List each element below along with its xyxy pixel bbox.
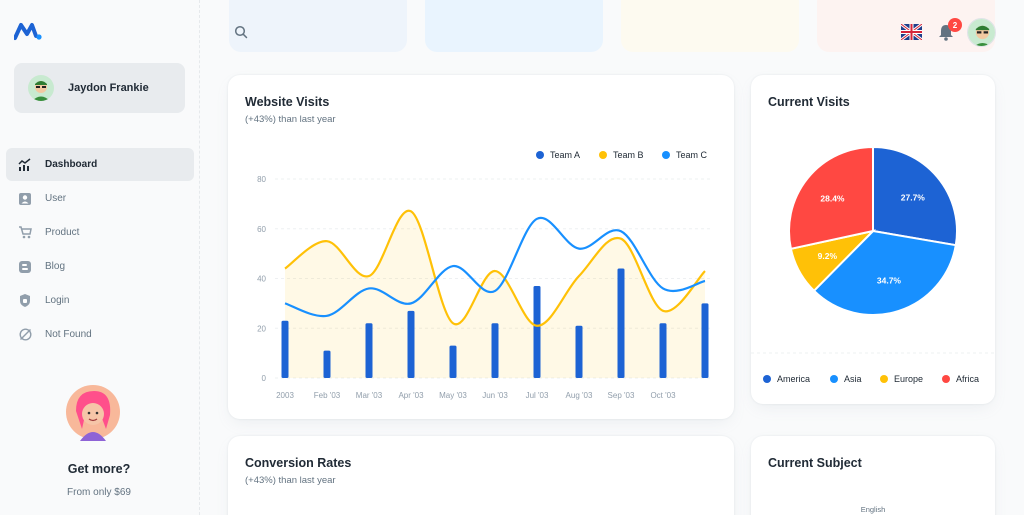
legend-dot bbox=[942, 375, 950, 383]
uk-flag-icon[interactable] bbox=[900, 22, 923, 42]
x-tick-label: May '03 bbox=[439, 391, 467, 400]
x-tick-label: Aug '03 bbox=[566, 391, 593, 400]
bar-team-a bbox=[449, 345, 457, 378]
website-visits-chart: 0 20 40 60 80 2003 Feb '03 Mar '03 Apr '03 May '0… bbox=[257, 150, 711, 400]
x-tick-label: Feb '03 bbox=[314, 391, 341, 400]
sidebar-item-label: Not Found bbox=[45, 329, 92, 340]
sidebar-item-blog[interactable]: Blog bbox=[6, 250, 194, 283]
legend-dot bbox=[880, 375, 888, 383]
legend-label: Team A bbox=[550, 150, 580, 160]
promo-subtitle: From only $69 bbox=[67, 487, 131, 498]
bar-team-a bbox=[365, 323, 373, 378]
radar-axis-label: English bbox=[860, 505, 886, 514]
pie-slice bbox=[872, 145, 958, 247]
x-tick-label: 2003 bbox=[276, 391, 294, 400]
sidebar-item-label: Login bbox=[45, 295, 70, 306]
chart-icon bbox=[18, 158, 32, 172]
x-tick-label: Apr '03 bbox=[398, 391, 424, 400]
sidebar-item-user[interactable]: User bbox=[6, 182, 194, 215]
card-title: Website Visits bbox=[245, 95, 330, 109]
series-line-team-b bbox=[284, 209, 706, 327]
pie-data-label: 27.7% bbox=[901, 192, 926, 202]
notification-badge: 2 bbox=[948, 18, 962, 32]
legend-label: America bbox=[777, 374, 810, 384]
promo-illustration bbox=[64, 383, 122, 441]
search-icon[interactable] bbox=[234, 25, 248, 39]
pie-slice bbox=[788, 145, 874, 250]
sidebar-item-dashboard[interactable]: Dashboard bbox=[6, 148, 194, 181]
y-tick-label: 60 bbox=[257, 225, 266, 234]
card-title: Conversion Rates bbox=[245, 456, 352, 470]
legend-label: Asia bbox=[844, 374, 862, 384]
bar-team-a bbox=[323, 350, 331, 378]
card-title: Current Visits bbox=[768, 95, 850, 109]
bar-team-a bbox=[701, 303, 709, 378]
pie-data-label: 34.7% bbox=[877, 276, 902, 286]
blog-icon bbox=[18, 260, 32, 274]
sidebar-item-label: User bbox=[45, 193, 67, 204]
pie-data-label: 28.4% bbox=[820, 193, 845, 203]
bar-team-a bbox=[533, 285, 541, 378]
legend-label: Team C bbox=[676, 150, 708, 160]
avatar[interactable] bbox=[967, 18, 996, 47]
logo[interactable] bbox=[13, 20, 42, 42]
user-icon bbox=[18, 192, 32, 206]
y-tick-label: 40 bbox=[257, 275, 266, 284]
legend-dot bbox=[536, 151, 544, 159]
x-tick-label: Sep '03 bbox=[608, 391, 635, 400]
y-tick-label: 80 bbox=[257, 175, 266, 184]
card-subtitle: (+43%) than last year bbox=[245, 475, 336, 486]
legend-dot bbox=[662, 151, 670, 159]
pie-data-label: 9.2% bbox=[818, 251, 838, 261]
bar-team-a bbox=[617, 268, 625, 378]
bar-team-a bbox=[659, 323, 667, 378]
avatar bbox=[28, 75, 54, 101]
legend-dot bbox=[763, 375, 771, 383]
not-found-icon bbox=[18, 328, 32, 342]
legend-label: Europe bbox=[894, 374, 923, 384]
lock-icon bbox=[18, 294, 32, 308]
summary-card bbox=[425, 0, 603, 52]
bar-team-a bbox=[491, 323, 499, 378]
sidebar-nav: Dashboard User Product Blog Login bbox=[6, 148, 194, 352]
bar-team-a bbox=[407, 310, 415, 378]
legend-dot bbox=[830, 375, 838, 383]
sidebar-item-login[interactable]: Login bbox=[6, 284, 194, 317]
sidebar-item-product[interactable]: Product bbox=[6, 216, 194, 249]
sidebar-item-label: Dashboard bbox=[45, 159, 98, 170]
sidebar: Jaydon Frankie Dashboard User Product Bl… bbox=[0, 0, 200, 515]
account-card[interactable]: Jaydon Frankie bbox=[14, 63, 185, 113]
card-title: Current Subject bbox=[768, 456, 862, 470]
sidebar-item-label: Blog bbox=[45, 261, 66, 272]
legend-label: Team B bbox=[613, 150, 644, 160]
website-visits-card: Website Visits (+43%) than last year 0 20… bbox=[228, 75, 734, 419]
pie-slice bbox=[812, 229, 957, 316]
current-subject-card: Current Subject English bbox=[751, 436, 995, 515]
current-visits-card: Current Visits 27.7% 34.7% 9.2% 28.4% Americ… bbox=[751, 75, 995, 404]
conversion-rates-card: Conversion Rates (+43%) than last year bbox=[228, 436, 734, 515]
summary-card bbox=[229, 0, 407, 52]
cart-icon bbox=[18, 226, 32, 240]
x-tick-label: Oct '03 bbox=[650, 391, 676, 400]
x-tick-label: Mar '03 bbox=[356, 391, 383, 400]
x-tick-label: Jul '03 bbox=[526, 391, 549, 400]
bar-team-a bbox=[575, 325, 583, 378]
summary-card bbox=[621, 0, 799, 52]
series-area-fill bbox=[285, 210, 705, 378]
promo-title: Get more? bbox=[67, 462, 131, 476]
series-line-team-c bbox=[284, 216, 706, 318]
legend-label: Africa bbox=[956, 374, 979, 384]
y-tick-label: 20 bbox=[257, 324, 266, 333]
bar-team-a bbox=[281, 320, 289, 378]
sidebar-item-not-found[interactable]: Not Found bbox=[6, 318, 194, 351]
x-tick-label: Jun '03 bbox=[482, 391, 508, 400]
legend-dot bbox=[599, 151, 607, 159]
y-tick-label: 0 bbox=[262, 374, 267, 383]
card-subtitle: (+43%) than last year bbox=[245, 114, 336, 125]
current-visits-chart: 27.7% 34.7% 9.2% 28.4% America Asia Europe Afri… bbox=[751, 145, 995, 384]
sidebar-item-label: Product bbox=[45, 227, 80, 238]
account-name: Jaydon Frankie bbox=[68, 82, 149, 94]
